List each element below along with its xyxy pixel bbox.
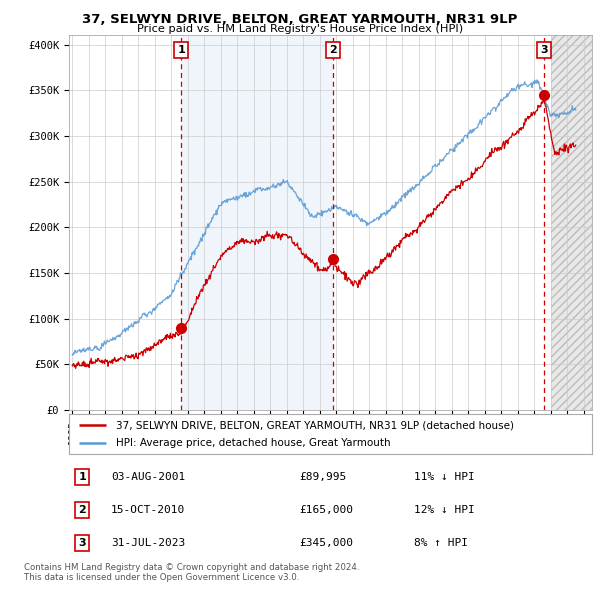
Text: Price paid vs. HM Land Registry's House Price Index (HPI): Price paid vs. HM Land Registry's House … <box>137 24 463 34</box>
Bar <box>551 35 592 410</box>
Text: 2: 2 <box>78 505 86 515</box>
Text: 3: 3 <box>78 538 86 548</box>
Text: 31-JUL-2023: 31-JUL-2023 <box>111 538 185 548</box>
Text: 03-AUG-2001: 03-AUG-2001 <box>111 472 185 482</box>
Text: 3: 3 <box>540 45 548 55</box>
Text: £165,000: £165,000 <box>299 505 353 515</box>
Text: 12% ↓ HPI: 12% ↓ HPI <box>415 505 475 515</box>
Text: £89,995: £89,995 <box>299 472 346 482</box>
Text: Contains HM Land Registry data © Crown copyright and database right 2024.
This d: Contains HM Land Registry data © Crown c… <box>24 563 359 582</box>
Text: 15-OCT-2010: 15-OCT-2010 <box>111 505 185 515</box>
Text: £345,000: £345,000 <box>299 538 353 548</box>
Bar <box>181 35 333 410</box>
Text: 1: 1 <box>177 45 185 55</box>
Text: 8% ↑ HPI: 8% ↑ HPI <box>415 538 469 548</box>
Text: HPI: Average price, detached house, Great Yarmouth: HPI: Average price, detached house, Grea… <box>116 438 391 448</box>
Text: 1: 1 <box>78 472 86 482</box>
Text: 37, SELWYN DRIVE, BELTON, GREAT YARMOUTH, NR31 9LP: 37, SELWYN DRIVE, BELTON, GREAT YARMOUTH… <box>82 13 518 26</box>
Bar <box>551 35 592 410</box>
Text: 11% ↓ HPI: 11% ↓ HPI <box>415 472 475 482</box>
Text: 37, SELWYN DRIVE, BELTON, GREAT YARMOUTH, NR31 9LP (detached house): 37, SELWYN DRIVE, BELTON, GREAT YARMOUTH… <box>116 421 514 431</box>
Text: 2: 2 <box>329 45 337 55</box>
